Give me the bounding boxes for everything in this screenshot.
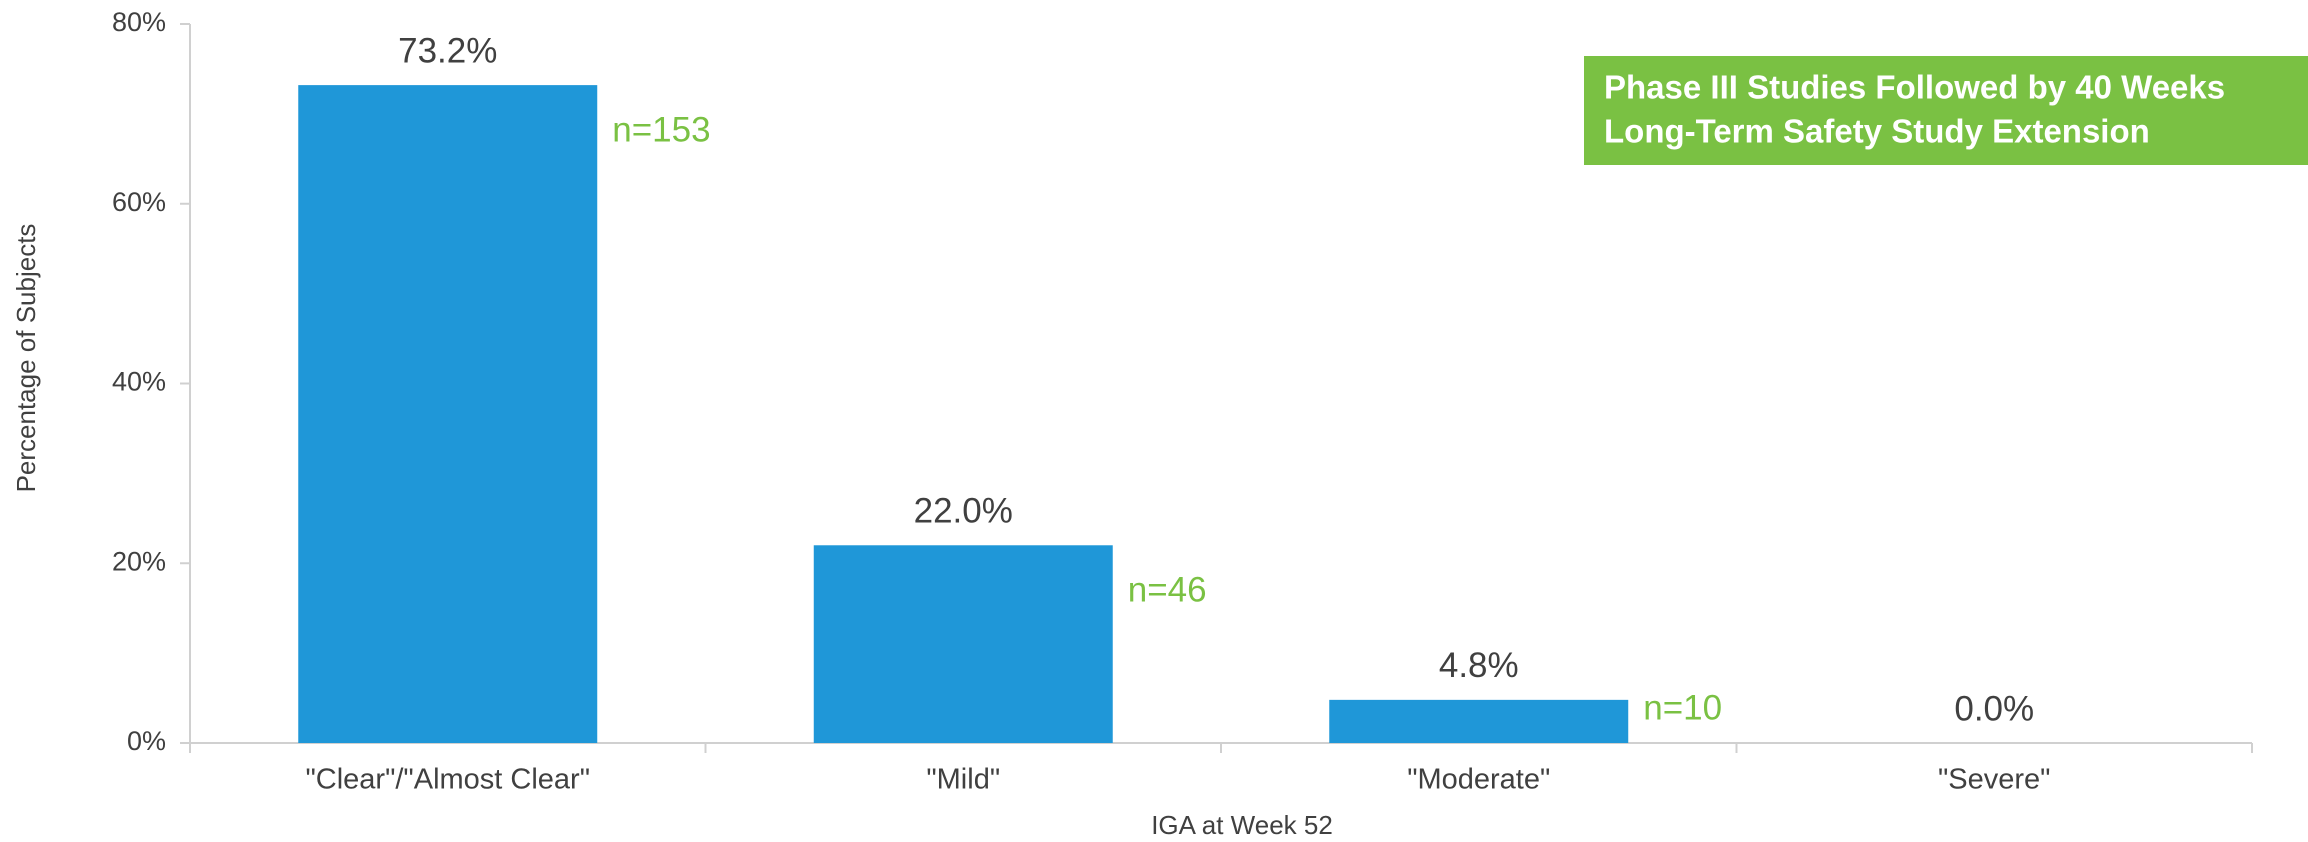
x-tick-label: "Moderate" <box>1407 764 1550 796</box>
bar <box>1329 699 1629 743</box>
value-label: 0.0% <box>1954 689 2034 728</box>
x-tick-label: "Severe" <box>1938 764 2050 796</box>
legend-text: Long-Term Safety Study Extension <box>1604 113 2150 150</box>
x-tick-label: "Mild" <box>926 764 1000 796</box>
y-tick-label: 60% <box>112 187 166 217</box>
value-label: 4.8% <box>1439 646 1519 685</box>
legend-text: Phase III Studies Followed by 40 Weeks <box>1604 69 2225 106</box>
count-annotation: n=46 <box>1128 571 1207 610</box>
legend-box <box>1584 56 2308 165</box>
bar <box>813 545 1113 743</box>
x-axis-title: IGA at Week 52 <box>1151 810 1333 840</box>
count-annotation: n=10 <box>1643 688 1722 727</box>
y-tick-label: 80% <box>112 7 166 37</box>
value-label: 73.2% <box>398 31 497 70</box>
value-label: 22.0% <box>914 492 1013 531</box>
x-tick-label: "Clear"/"Almost Clear" <box>305 764 590 796</box>
y-tick-label: 40% <box>112 367 166 397</box>
y-tick-label: 0% <box>127 726 166 756</box>
y-tick-label: 20% <box>112 546 166 576</box>
bar <box>298 85 598 744</box>
count-annotation: n=153 <box>612 110 710 149</box>
y-axis-title: Percentage of Subjects <box>11 224 41 493</box>
